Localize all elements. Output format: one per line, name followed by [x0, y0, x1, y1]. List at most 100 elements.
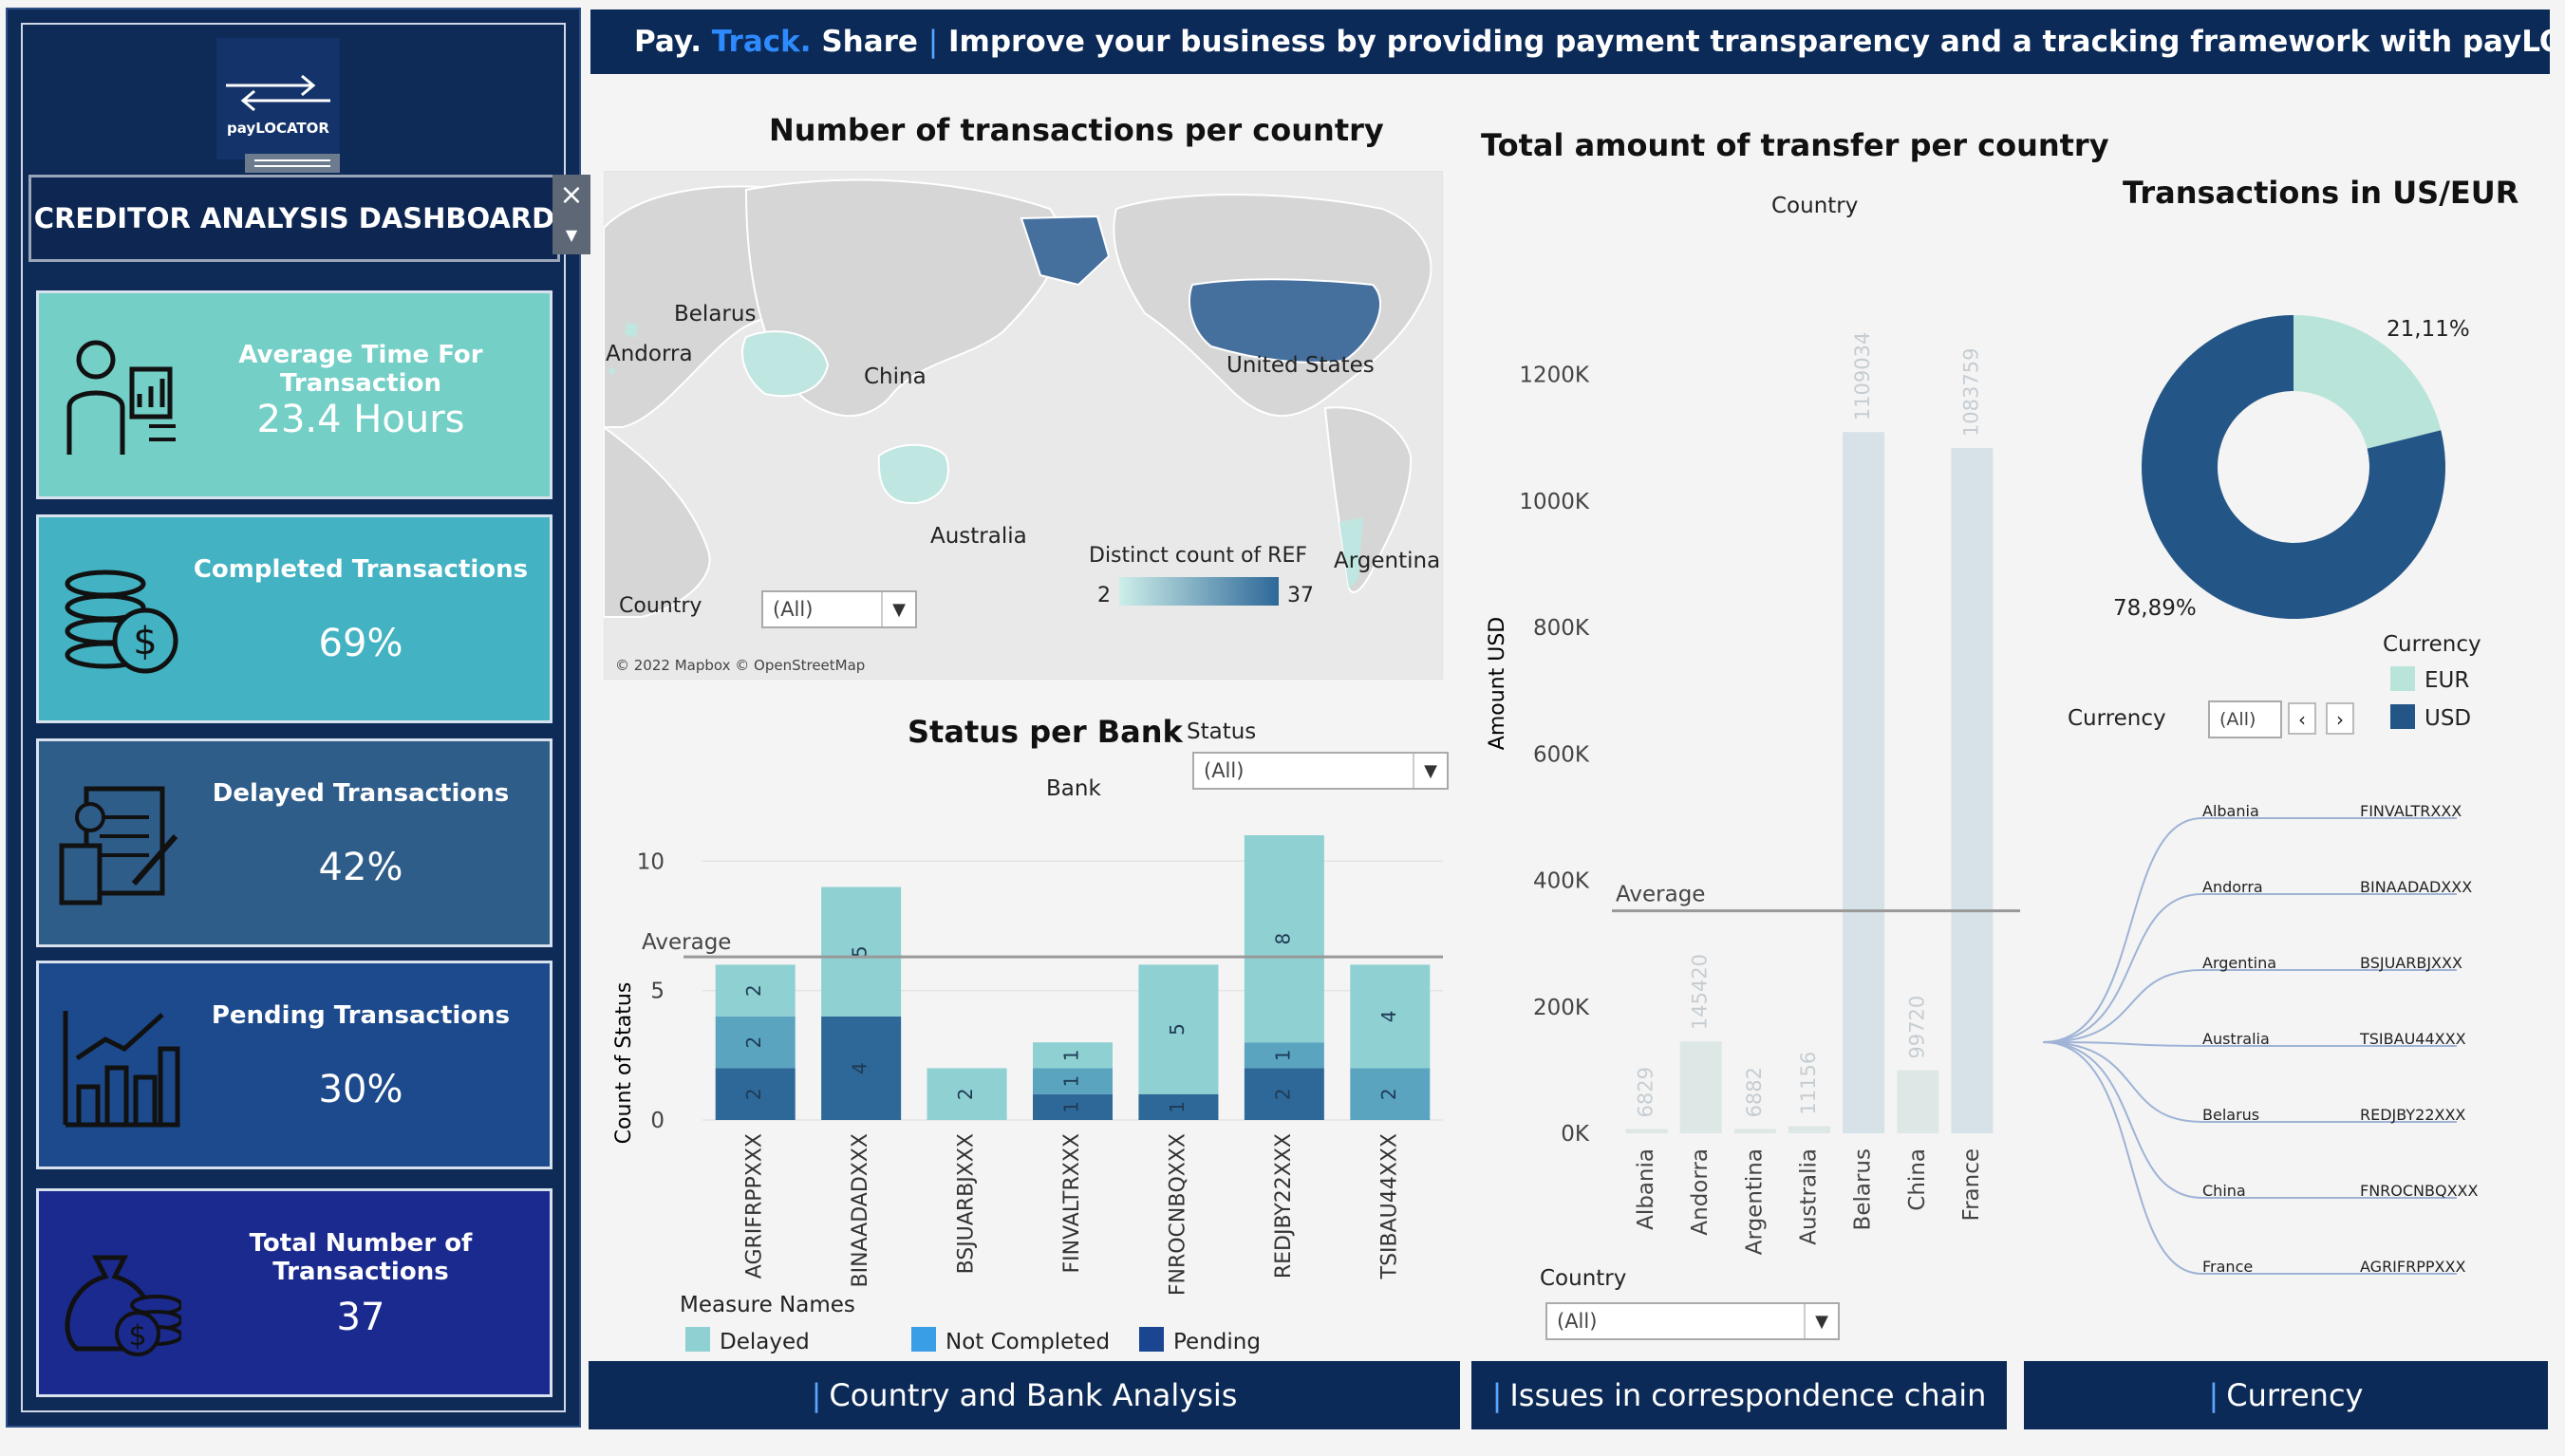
tab-correspondence-chain[interactable]: | Issues in correspondence chain [1471, 1361, 2007, 1429]
status-data-label: 8 [1271, 933, 1294, 945]
transfer-data-label: 11156 [1797, 1052, 1820, 1115]
header-share: Share [821, 25, 918, 59]
status-bar-segment [1138, 1093, 1219, 1120]
chevron-down-icon[interactable]: ▼ [552, 216, 590, 254]
andorra-region[interactable] [609, 368, 615, 374]
kpi-value: 23.4 Hours [256, 398, 465, 441]
drag-handle-icon[interactable] [245, 154, 340, 173]
transfer-x-tick-label: France [1959, 1148, 1984, 1221]
chain-country-label: France [2202, 1258, 2253, 1276]
transfer-data-label: 1083759 [1959, 348, 1982, 438]
logo-text: payLOCATOR [227, 120, 329, 137]
donut-label-usd: 78,89% [2113, 596, 2197, 621]
header-text: Improve your business by providing payme… [948, 25, 2550, 59]
transfer-chart-title: Total amount of transfer per country [1481, 127, 2109, 163]
donut-label-eur: 21,11% [2387, 317, 2470, 342]
kpi-value: 42% [318, 846, 403, 889]
chain-link [2042, 817, 2457, 1043]
donut-legend-title: Currency [2383, 632, 2481, 657]
coins-dollar-icon: $ [58, 555, 181, 688]
argentina-region[interactable] [1339, 517, 1363, 588]
transfer-bar [1843, 432, 1885, 1133]
status-bar-segment [715, 1016, 796, 1069]
chain-link [2042, 1041, 2457, 1047]
currency-chart-title: Transactions in US/EUR [2123, 175, 2519, 211]
status-data-label: 2 [742, 984, 765, 997]
alaska-region[interactable] [1020, 215, 1111, 287]
china-region[interactable] [741, 330, 830, 398]
close-icon[interactable]: × [552, 175, 590, 216]
transfer-y-tick-label: 600K [1533, 742, 1590, 767]
map-label-australia: Australia [930, 524, 1027, 549]
donut-slice [2294, 315, 2442, 449]
status-bar-segment [821, 1016, 902, 1120]
chevron-down-icon[interactable]: ▼ [1804, 1304, 1838, 1338]
status-per-bank-chart: Count of Status 0 5 10 2 2 2 AGRIFRPPXXX 4 5 BINAA… [612, 835, 1443, 1354]
chevron-right-icon[interactable]: › [2326, 702, 2354, 735]
transfer-y-axis-title: Amount USD [1486, 617, 1509, 750]
status-y-tick-label: 10 [637, 849, 665, 874]
transfer-country-dropdown[interactable]: (All) ▼ [1545, 1302, 1840, 1340]
africa-landmass [604, 425, 711, 618]
status-x-tick-label: AGRIFRPPXXX [743, 1133, 767, 1279]
chain-bank-label: BINAADADXXX [2360, 878, 2472, 896]
status-legend-title: Measure Names [680, 1293, 855, 1317]
chain-link [2042, 1041, 2457, 1275]
status-y-tick-label: 5 [650, 980, 665, 1004]
transfer-data-label: 99720 [1905, 996, 1928, 1059]
transfer-x-tick-label: Australia [1797, 1148, 1822, 1245]
status-dropdown[interactable]: (All) ▼ [1192, 752, 1449, 790]
chain-country-label: Argentina [2202, 954, 2276, 972]
map-label-argentina: Argentina [1334, 549, 1440, 573]
kpi-value: 37 [336, 1296, 385, 1339]
transfer-data-label: 1109034 [1851, 332, 1874, 421]
status-bar-segment [1244, 835, 1324, 1043]
kpi-card: $ Completed Transactions 69% [36, 514, 552, 723]
status-y-axis-title: Count of Status [612, 982, 636, 1145]
kpi-label: Pending Transactions [211, 1001, 511, 1030]
svg-text:$: $ [128, 1319, 146, 1353]
status-bar-segment [1244, 1042, 1324, 1069]
chevron-left-icon[interactable]: ‹ [2288, 702, 2316, 735]
status-legend-swatch [1139, 1327, 1164, 1352]
tab-country-bank-analysis[interactable]: | Country and Bank Analysis [589, 1361, 1460, 1429]
status-bar-segment [1033, 1068, 1113, 1094]
status-average-label: Average [642, 930, 731, 955]
status-bar-segment [1138, 964, 1219, 1094]
status-x-tick-label: BSJUARBJXXX [955, 1133, 979, 1274]
australia-region[interactable] [877, 443, 949, 505]
belarus-region[interactable] [625, 323, 638, 338]
chain-bank-label: REDJBY22XXX [2360, 1106, 2465, 1124]
status-bar-segment [1350, 1068, 1431, 1120]
chevron-down-icon[interactable]: ▼ [881, 592, 915, 626]
chevron-down-icon[interactable]: ▼ [1413, 754, 1447, 788]
world-map[interactable]: Belarus Andorra China United States Aust… [604, 171, 1443, 680]
transfer-chart-top-label: Country [1771, 194, 1859, 218]
map-legend-min: 2 [1097, 584, 1111, 607]
chain-bank-label: BSJUARBJXXX [2360, 954, 2462, 972]
status-chart-axis-title: Bank [1046, 776, 1101, 801]
status-data-label: 2 [742, 1088, 765, 1100]
chain-link [2042, 969, 2457, 1043]
status-bar-segment [1350, 964, 1431, 1069]
status-data-label: 4 [1377, 1011, 1400, 1023]
transfer-y-tick-label: 800K [1533, 616, 1590, 641]
tab-currency[interactable]: | Currency [2024, 1361, 2548, 1429]
kpi-value: 30% [318, 1068, 403, 1111]
donut-slice [2142, 315, 2445, 619]
chain-bank-label: FINVALTRXXX [2360, 802, 2462, 820]
united-states-region[interactable] [1188, 278, 1382, 364]
status-bar-segment [1244, 1068, 1324, 1120]
sidebar-frame [21, 23, 566, 1412]
map-country-dropdown[interactable]: (All) ▼ [761, 590, 917, 628]
currency-dropdown[interactable]: (All) [2208, 700, 2282, 738]
currency-donut-chart: 21,11% 78,89% Currency EUR USD [2113, 315, 2481, 731]
status-x-tick-label: TSIBAU44XXX [1377, 1133, 1401, 1279]
svg-text:$: $ [133, 620, 157, 663]
chain-country-label: China [2202, 1182, 2246, 1200]
transfer-bar [1897, 1070, 1939, 1133]
businesswoman-chart-icon [58, 331, 181, 464]
kpi-card: Pending Transactions 30% [36, 961, 552, 1169]
kpi-card: $ Total Number of Transactions 37 [36, 1188, 552, 1397]
tab-correspondence-label: Issues in correspondence chain [1509, 1377, 1987, 1413]
